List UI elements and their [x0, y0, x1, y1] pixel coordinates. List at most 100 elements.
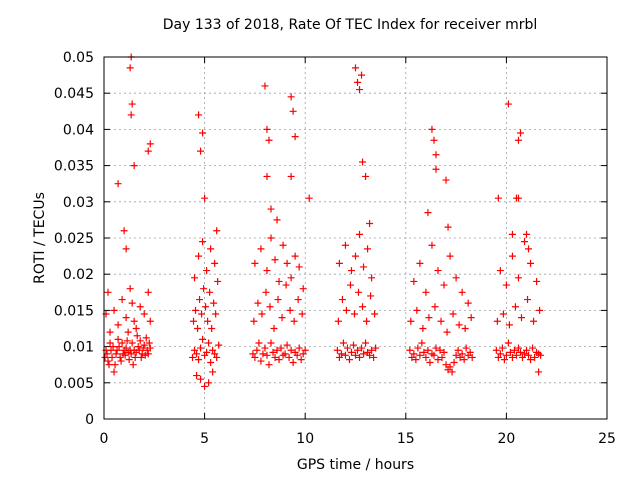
- data-point: [446, 363, 454, 371]
- data-point: [263, 351, 271, 359]
- axis-ticks: 0 0.005 0.01 0.015 0.02 0.025 0.03 0.035 0.04 0.0…: [54, 50, 616, 447]
- y-tick-label: 0.04: [63, 122, 94, 138]
- data-point: [422, 353, 430, 361]
- data-point: [371, 310, 379, 318]
- data-point: [446, 252, 454, 260]
- data-point: [198, 310, 206, 318]
- data-point: [334, 317, 342, 325]
- data-point: [359, 303, 367, 311]
- data-point: [255, 339, 263, 347]
- data-point: [273, 216, 281, 224]
- data-point: [277, 344, 285, 352]
- data-point: [356, 353, 364, 361]
- data-point: [203, 348, 211, 356]
- data-point: [291, 133, 299, 141]
- data-point: [202, 303, 210, 311]
- data-point: [197, 344, 205, 352]
- data-point: [372, 344, 380, 352]
- data-point: [299, 285, 307, 293]
- data-point: [117, 357, 125, 365]
- data-point: [104, 357, 112, 365]
- data-point: [114, 180, 122, 188]
- data-point: [196, 296, 204, 304]
- data-point: [298, 310, 306, 318]
- data-point: [265, 361, 273, 369]
- data-point: [514, 344, 522, 352]
- data-point: [200, 285, 208, 293]
- data-point: [352, 252, 359, 260]
- data-point: [437, 317, 445, 325]
- data-point: [295, 263, 303, 271]
- data-point: [525, 351, 533, 359]
- data-point: [354, 78, 362, 86]
- data-point: [271, 256, 279, 264]
- data-point: [118, 296, 126, 304]
- data-point: [110, 306, 118, 314]
- data-point: [370, 353, 378, 361]
- data-point: [524, 296, 532, 304]
- data-point: [350, 310, 358, 318]
- data-point: [126, 285, 134, 293]
- data-point: [516, 129, 524, 137]
- data-point: [436, 346, 444, 354]
- data-points: [101, 53, 545, 390]
- data-point: [512, 351, 520, 359]
- data-point: [440, 281, 448, 289]
- data-point: [136, 303, 144, 311]
- data-point: [274, 296, 282, 304]
- data-point: [502, 351, 510, 359]
- data-point: [275, 277, 283, 285]
- data-point: [287, 346, 295, 354]
- data-point: [333, 346, 341, 354]
- data-point: [210, 299, 218, 307]
- data-point: [137, 353, 145, 361]
- chart-title: Day 133 of 2018, Rate Of TEC Index for r…: [162, 17, 538, 33]
- data-point: [285, 353, 293, 361]
- data-point: [251, 259, 259, 267]
- data-point: [144, 147, 152, 155]
- grid-lines: [104, 57, 607, 419]
- data-point: [257, 357, 265, 365]
- data-point: [253, 346, 261, 354]
- data-point: [122, 314, 130, 322]
- data-point: [279, 241, 287, 249]
- data-point: [189, 353, 197, 361]
- data-point: [295, 344, 303, 352]
- data-point: [107, 346, 115, 354]
- data-point: [434, 267, 442, 275]
- data-point: [191, 346, 199, 354]
- data-point: [410, 277, 418, 285]
- data-point: [504, 100, 512, 108]
- data-point: [115, 343, 123, 351]
- data-point: [449, 310, 457, 318]
- y-tick-label: 0.005: [54, 376, 94, 392]
- data-point: [462, 344, 470, 352]
- data-point: [338, 296, 346, 304]
- data-point: [111, 361, 119, 369]
- data-point: [283, 341, 291, 349]
- data-point: [514, 136, 522, 144]
- data-point: [283, 259, 291, 267]
- data-point: [360, 263, 368, 271]
- data-point: [193, 350, 201, 358]
- data-point: [523, 346, 531, 354]
- plot-frame: [103, 56, 608, 420]
- data-point: [287, 172, 295, 180]
- data-point: [193, 372, 201, 380]
- data-point: [209, 346, 217, 354]
- data-point: [363, 317, 371, 325]
- data-point: [346, 281, 354, 289]
- data-point: [407, 317, 415, 325]
- data-point: [211, 259, 219, 267]
- data-point: [141, 351, 149, 359]
- data-point: [337, 350, 345, 358]
- data-point: [281, 350, 289, 358]
- data-point: [140, 310, 148, 318]
- data-point: [468, 353, 476, 361]
- y-tick-label: 0.045: [54, 86, 94, 102]
- data-point: [140, 341, 148, 349]
- data-point: [273, 346, 281, 354]
- data-point: [521, 350, 529, 358]
- data-point: [127, 350, 135, 358]
- data-point: [103, 350, 111, 358]
